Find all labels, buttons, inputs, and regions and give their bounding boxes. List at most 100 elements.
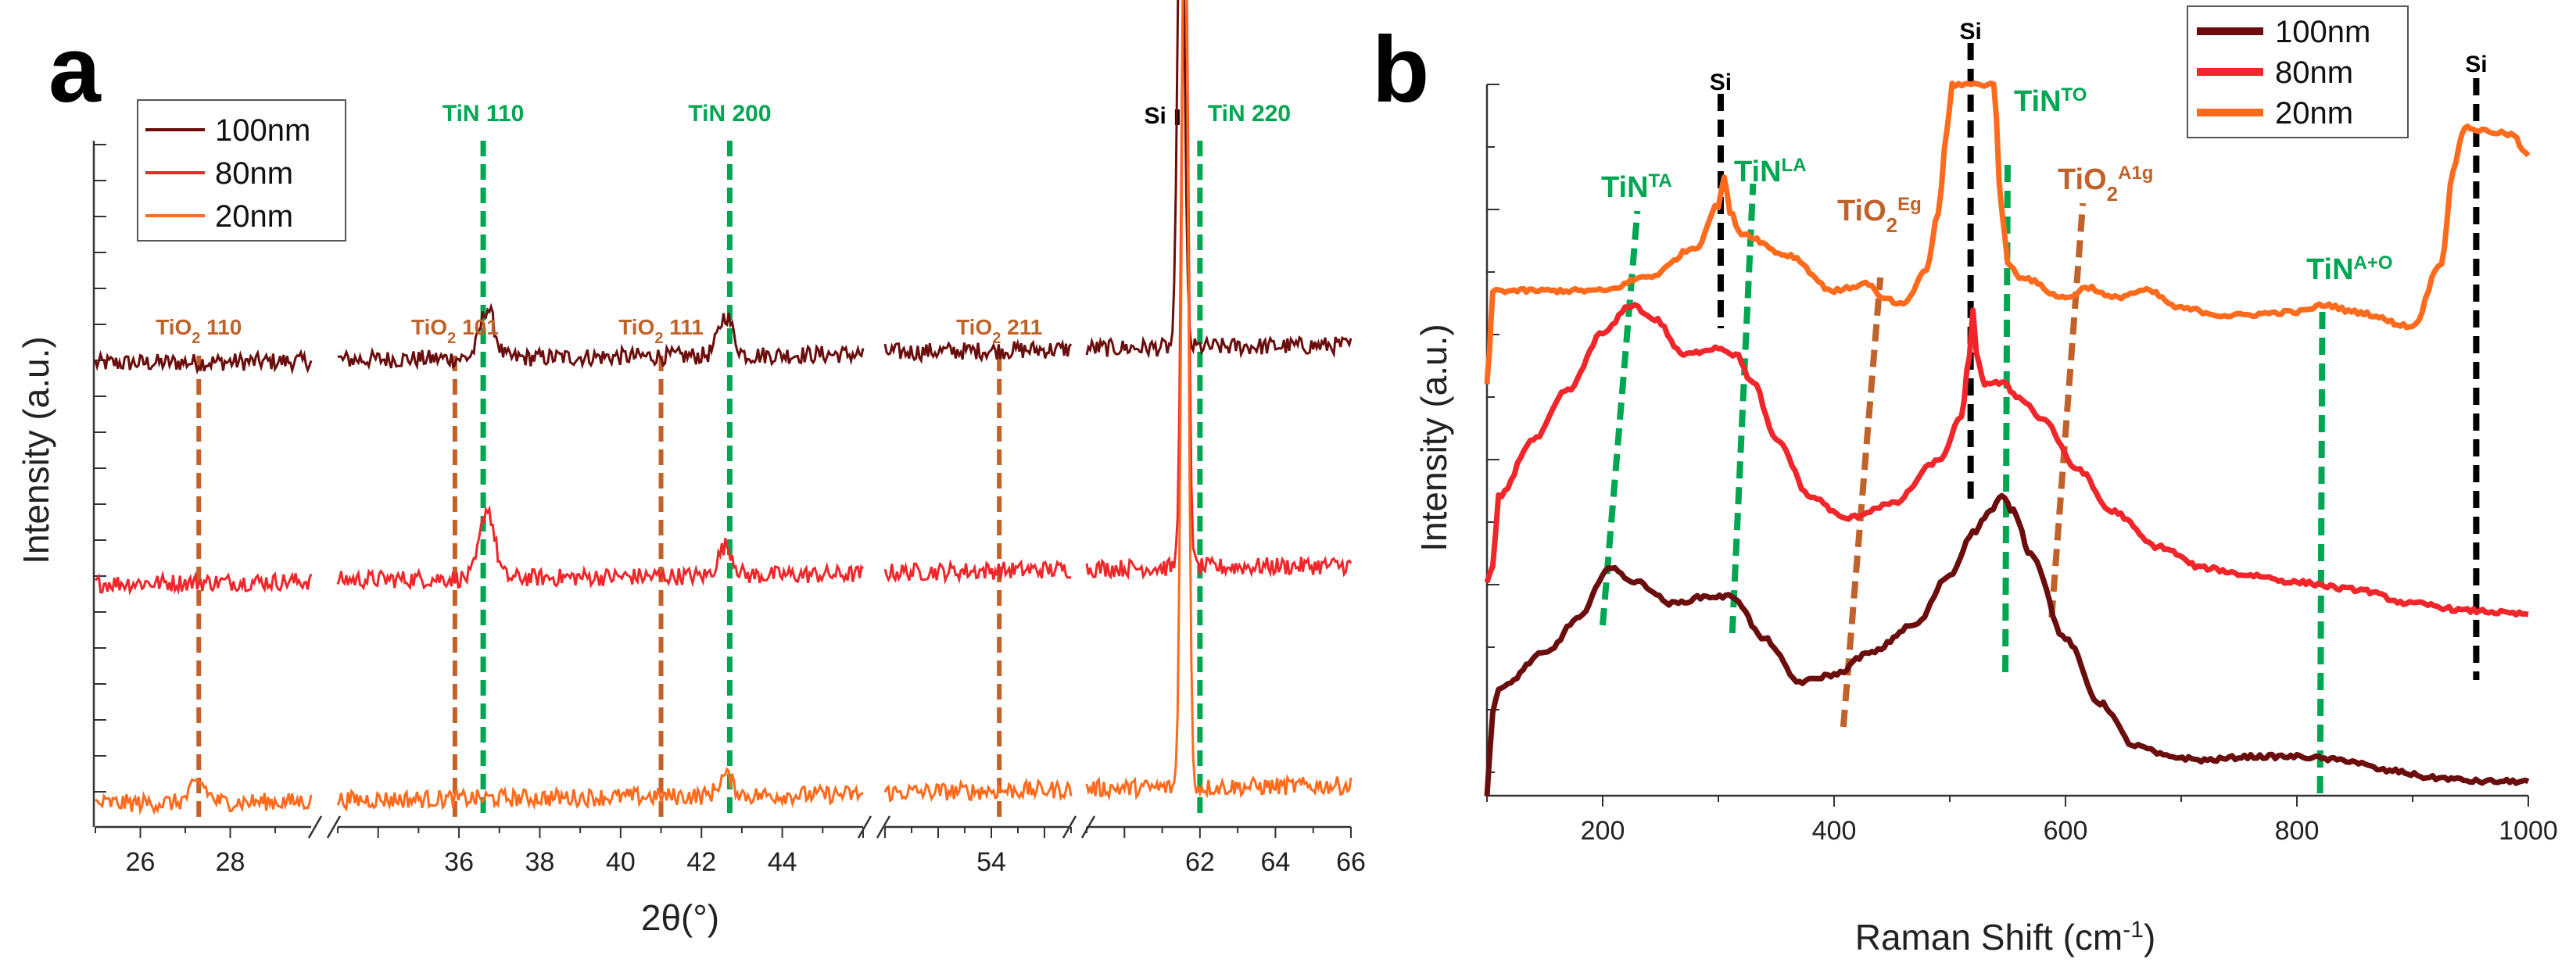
- legend-label-20nm: 20nm: [215, 199, 293, 234]
- label-tail: 101: [456, 315, 499, 339]
- si-peak-label: Si: [2465, 52, 2487, 77]
- label-superscript: Eg: [1897, 194, 1922, 215]
- series-20nm-line: [95, 777, 313, 816]
- legend-label-100nm: 100nm: [215, 113, 310, 148]
- legend-label-20nm: 20nm: [2275, 96, 2353, 131]
- tin-mode-label: TiNA+O: [2306, 252, 2393, 287]
- x-tick-label: 400: [1812, 816, 1857, 846]
- tin-mode-label: TiNTO: [2014, 84, 2087, 119]
- label-tail: 110: [200, 315, 242, 339]
- x-tick-label: 800: [2275, 816, 2320, 846]
- axis-break-mark: [326, 815, 342, 839]
- panel-letter-a: a: [48, 17, 102, 122]
- label-tail: 211: [1001, 315, 1042, 339]
- x-tick-label: 26: [126, 847, 156, 877]
- axis-break-mark: [857, 815, 872, 839]
- x-tick-label: 1000: [2499, 816, 2558, 846]
- tin-peak-label: TiN 220: [1208, 101, 1291, 127]
- panel-letter-b: b: [1372, 17, 1429, 122]
- label-superscript: A1g: [2118, 163, 2153, 184]
- label-main: TiO: [411, 315, 447, 339]
- x-axis-title: 2θ(°): [641, 897, 719, 938]
- tio2-reference-line: [2048, 202, 2087, 618]
- tio2-mode-label: TiO2A1g: [2058, 163, 2153, 206]
- xrd-chart: 26 28 36 38 40 42 44 54 62 64 66 Intensity (a.u.) 2θ…: [16, 0, 1366, 938]
- label-main: TiO: [2058, 163, 2107, 196]
- label-subscript: 2: [654, 330, 663, 347]
- label-subscript: 2: [992, 330, 1001, 347]
- tin-reference-line: [2316, 304, 2326, 794]
- x-tick-label: 600: [2044, 816, 2088, 846]
- series-80nm-line: [1484, 302, 2529, 618]
- label-tail: 111: [663, 315, 703, 339]
- label-main: TiN: [1734, 156, 1782, 188]
- si-peak-label: Si: [1145, 103, 1166, 129]
- label-superscript: LA: [1782, 155, 1807, 176]
- series-80nm-line: [336, 505, 865, 591]
- x-tick-label: 62: [1185, 847, 1215, 877]
- series-100nm-line: [1484, 492, 2530, 796]
- x-tick-label: 64: [1261, 847, 1291, 877]
- legend-label-80nm: 80nm: [2275, 55, 2353, 90]
- y-axis-title: Intensity (a.u.): [1413, 324, 1454, 551]
- axis-break-mark: [876, 815, 891, 839]
- tin-reference-line: [1729, 183, 1757, 634]
- series-20nm-line: [336, 767, 864, 812]
- label-superscript: A+O: [2354, 252, 2393, 274]
- tio2-peak-label: TiO2 110: [156, 315, 242, 347]
- label-subscript: 2: [192, 330, 200, 347]
- label-subscript: 2: [2107, 182, 2118, 206]
- series-20nm-line: [1484, 81, 2531, 385]
- tio2-peak-label: TiO2 211: [956, 315, 1042, 347]
- label-main: TiO: [618, 315, 654, 339]
- raman-chart: 200 400 600 800 1000 Intensity (a.u.) Raman Sh…: [1413, 5, 2558, 958]
- x-tick-label: 38: [525, 847, 555, 877]
- label-superscript: TA: [1649, 170, 1672, 191]
- label-main: TiO: [156, 315, 192, 339]
- series-80nm-line: [883, 559, 1072, 585]
- tin-reference-line: [2002, 156, 2011, 673]
- label-main: TiN: [1601, 171, 1649, 204]
- series-100nm-line: [1085, 0, 1352, 359]
- series-100nm-line: [94, 349, 313, 375]
- series-100nm-line: [337, 302, 865, 370]
- x-tick-label: 200: [1581, 816, 1625, 846]
- legend: 100nm 80nm 20nm: [137, 99, 346, 242]
- label-main: TiN: [2014, 85, 2062, 118]
- series-20nm-line: [883, 777, 1073, 803]
- x-axis-title-tail: ): [2144, 917, 2155, 957]
- label-superscript: TO: [2062, 84, 2087, 106]
- tin-reference-line: [1600, 210, 1641, 626]
- x-axis-title-superscript: -1: [2123, 917, 2144, 943]
- tio2-peak-label: TiO2 101: [411, 315, 499, 347]
- axis-break-mark: [307, 815, 323, 839]
- legend-label-100nm: 100nm: [2275, 15, 2370, 49]
- legend: 100nm 80nm 20nm: [2187, 5, 2409, 138]
- series-20nm-line: [1085, 0, 1352, 801]
- series-80nm-line: [1085, 0, 1352, 581]
- x-tick-label: 40: [606, 847, 636, 877]
- label-main: TiO: [956, 315, 992, 339]
- series-100nm-line: [883, 338, 1073, 364]
- label-subscript: 2: [1886, 213, 1897, 237]
- x-axis-title-main: Raman Shift (cm: [1855, 917, 2123, 957]
- x-tick-label: 36: [444, 847, 474, 877]
- y-axis-title: Intensity (a.u.): [16, 336, 56, 564]
- tin-mode-label: TiNTA: [1601, 170, 1672, 205]
- tin-mode-label: TiNLA: [1734, 155, 1807, 189]
- si-peak-label: Si: [1959, 19, 1981, 45]
- si-peak-label: Si: [1710, 70, 1732, 95]
- x-tick-label: 44: [768, 847, 797, 877]
- legend-label-80nm: 80nm: [215, 156, 293, 191]
- label-main: TiN: [2306, 253, 2354, 286]
- tio2-peak-label: TiO2 111: [618, 315, 704, 347]
- x-tick-label: 54: [976, 847, 1006, 877]
- tio2-reference-line: [1840, 277, 1884, 728]
- x-tick-label: 66: [1336, 847, 1366, 877]
- axis-break-mark: [1062, 815, 1077, 839]
- x-tick-label: 28: [216, 847, 245, 877]
- x-axis-title: Raman Shift (cm-1): [1855, 917, 2156, 958]
- label-main: TiO: [1837, 195, 1886, 227]
- label-subscript: 2: [447, 330, 456, 347]
